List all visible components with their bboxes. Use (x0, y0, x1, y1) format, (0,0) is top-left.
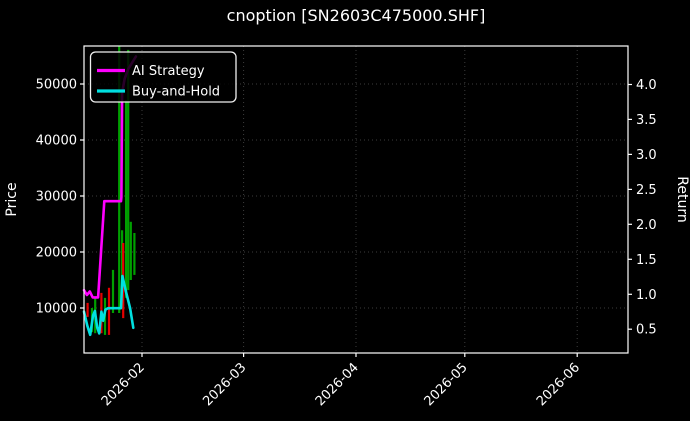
y-axis-return: 0.5 1.0 1.5 2.0 2.5 3.0 3.5 4.0 (628, 78, 657, 338)
x-tick-label: 2026-05 (422, 360, 471, 409)
x-tick-label: 2026-04 (313, 360, 362, 409)
price-tick-label: 30000 (36, 190, 77, 205)
y-axis-label-price: Price (4, 182, 20, 216)
return-tick-label: 1.0 (636, 288, 657, 303)
x-axis: 2026-02 2026-03 2026-04 2026-05 2026-06 (99, 353, 583, 409)
grid-layer (84, 46, 628, 353)
return-tick-label: 2.0 (636, 218, 657, 233)
y-axis-price: 10000 20000 30000 40000 50000 (36, 78, 84, 317)
price-tick-label: 10000 (36, 302, 77, 317)
return-tick-label: 1.5 (636, 253, 657, 268)
legend-box (89, 51, 237, 103)
return-tick-label: 4.0 (636, 78, 657, 93)
return-tick-label: 3.5 (636, 113, 657, 128)
x-tick-label: 2026-02 (99, 360, 148, 409)
x-tick-label: 2026-06 (534, 360, 583, 409)
price-tick-label: 40000 (36, 134, 77, 149)
price-tick-label: 20000 (36, 246, 77, 261)
legend-label-buy-and-hold: Buy-and-Hold (132, 85, 220, 100)
legend-label-ai-strategy: AI Strategy (132, 64, 205, 79)
legend: AI Strategy Buy-and-Hold (89, 51, 237, 103)
return-tick-label: 3.0 (636, 148, 657, 163)
return-tick-label: 0.5 (636, 323, 657, 338)
x-tick-label: 2026-03 (200, 360, 249, 409)
chart-title: cnoption [SN2603C475000.SHF] (227, 6, 486, 25)
y-axis-label-return: Return (674, 176, 690, 222)
series-line-buy-and-hold (82, 274, 135, 337)
price-tick-label: 50000 (36, 78, 77, 93)
return-tick-label: 2.5 (636, 183, 657, 198)
